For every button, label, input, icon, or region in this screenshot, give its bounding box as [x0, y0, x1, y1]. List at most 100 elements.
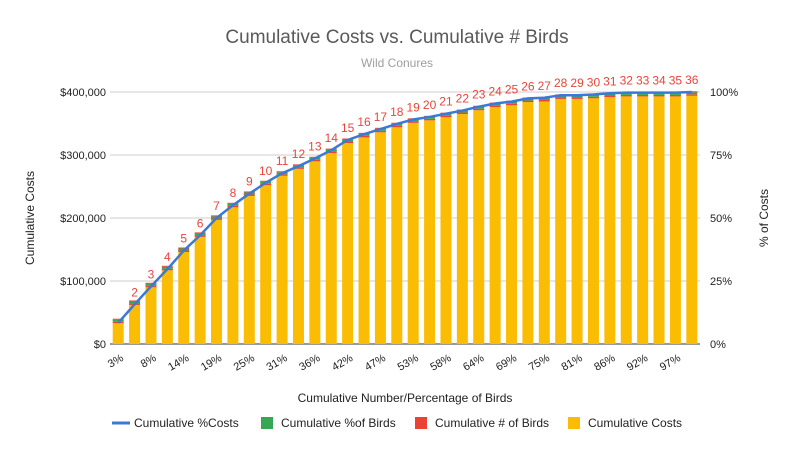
- cost-bar: [587, 98, 599, 344]
- bird-count-label: 8: [230, 186, 237, 200]
- cost-bar: [571, 98, 583, 345]
- chart-subtitle: Wild Conures: [361, 56, 433, 70]
- bird-count-label: 12: [292, 147, 306, 161]
- x-tick-label: 53%: [396, 352, 421, 374]
- legend-swatch: [261, 417, 273, 429]
- birds-count-bar: [424, 118, 436, 121]
- birds-pct-bar: [620, 92, 632, 95]
- x-tick-label: 14%: [166, 352, 191, 374]
- x-tick-label: 86%: [592, 352, 617, 374]
- birds-count-bar: [604, 95, 616, 98]
- birds-pct-bar: [653, 92, 665, 95]
- bird-count-label: 6: [197, 216, 204, 230]
- bird-count-label: 9: [246, 175, 253, 189]
- cost-bar: [325, 153, 337, 344]
- bird-count-label: 30: [587, 76, 601, 90]
- birds-count-cap: [243, 191, 255, 193]
- cost-bar: [260, 185, 272, 344]
- birds-count-cap: [112, 318, 124, 320]
- bird-count-label: 5: [180, 232, 187, 246]
- x-tick-label: 19%: [199, 352, 224, 374]
- x-tick-label: 69%: [494, 352, 519, 374]
- bird-count-label: 15: [341, 121, 355, 135]
- x-tick-label: 81%: [560, 352, 585, 374]
- cost-bar: [194, 236, 206, 344]
- cost-bar: [440, 117, 452, 344]
- x-tick-label: 64%: [461, 352, 486, 374]
- y2-tick-label: 25%: [710, 276, 732, 288]
- cost-bar: [620, 96, 632, 344]
- bird-count-label: 33: [636, 74, 650, 88]
- cost-bar: [604, 97, 616, 344]
- bird-count-label: 25: [505, 83, 519, 97]
- x-tick-label: 58%: [428, 352, 453, 374]
- bird-count-label: 2: [131, 285, 138, 299]
- birds-count-cap: [161, 265, 173, 267]
- cost-bar: [686, 95, 698, 344]
- x-tick-label: 47%: [363, 352, 388, 374]
- birds-pct-bar: [604, 93, 616, 96]
- y-tick-label: $400,000: [60, 87, 106, 99]
- bird-count-label: 27: [538, 79, 552, 93]
- birds-count-cap: [178, 247, 190, 249]
- birds-count-cap: [260, 180, 272, 182]
- cost-bar: [555, 98, 567, 345]
- birds-pct-bar: [686, 92, 698, 95]
- bird-count-label: 17: [374, 110, 388, 124]
- bird-count-label: 28: [554, 76, 568, 90]
- x-tick-label: 25%: [232, 352, 257, 374]
- cost-bar: [538, 101, 550, 344]
- y2-tick-label: 0%: [710, 339, 726, 351]
- cost-bar: [374, 132, 386, 344]
- x-axis-title: Cumulative Number/Percentage of Birds: [298, 391, 513, 405]
- cost-bar: [243, 195, 255, 344]
- bird-count-label: 19: [407, 101, 421, 115]
- cost-bar: [407, 122, 419, 345]
- cost-bar: [653, 96, 665, 344]
- x-tick-label: 97%: [658, 352, 683, 374]
- y2-axis-title: % of Costs: [757, 189, 771, 247]
- y2-tick-label: 50%: [710, 213, 732, 225]
- legend-swatch: [568, 417, 580, 429]
- y-axis-title: Cumulative Costs: [23, 171, 37, 265]
- bird-count-label: 18: [390, 105, 404, 119]
- cost-bar: [424, 120, 436, 344]
- y2-tick-label: 75%: [710, 150, 732, 162]
- cost-bar: [129, 304, 141, 344]
- birds-pct-bar: [112, 319, 124, 322]
- birds-count-bar: [358, 135, 370, 138]
- legend-label: Cumulative Costs: [588, 416, 682, 430]
- cost-bar: [506, 105, 518, 344]
- birds-pct-bar: [669, 92, 681, 95]
- cost-bar: [522, 102, 534, 344]
- birds-count-bar: [374, 130, 386, 133]
- birds-count-bar: [489, 105, 501, 108]
- cumulative-pct-costs-line: [117, 90, 692, 324]
- birds-count-bar: [587, 96, 599, 99]
- birds-count-cap: [145, 282, 157, 284]
- cost-bar: [473, 110, 485, 345]
- bird-count-label: 11: [276, 154, 289, 168]
- bird-count-label: 36: [685, 73, 699, 87]
- birds-count-bar: [309, 159, 321, 162]
- y-tick-label: $0: [94, 339, 106, 351]
- legend-swatch: [415, 417, 427, 429]
- birds-count-bar: [440, 115, 452, 118]
- birds-count-bar: [555, 97, 567, 99]
- bird-count-label: 35: [669, 74, 683, 88]
- y-tick-label: $100,000: [60, 276, 106, 288]
- x-tick-label: 3%: [106, 352, 126, 370]
- cost-bar: [358, 137, 370, 344]
- birds-count-cap: [211, 215, 223, 217]
- birds-count-cap: [276, 171, 288, 173]
- legend-label: Cumulative %of Birds: [281, 416, 396, 430]
- legend-label: Cumulative # of Birds: [435, 416, 549, 430]
- birds-count-bar: [325, 151, 337, 154]
- birds-count-bar: [522, 100, 534, 103]
- birds-count-bar: [473, 108, 485, 111]
- birds-count-bar: [653, 94, 665, 97]
- cost-bar: [178, 252, 190, 344]
- bird-count-label: 24: [488, 85, 502, 99]
- birds-count-bar: [637, 94, 649, 97]
